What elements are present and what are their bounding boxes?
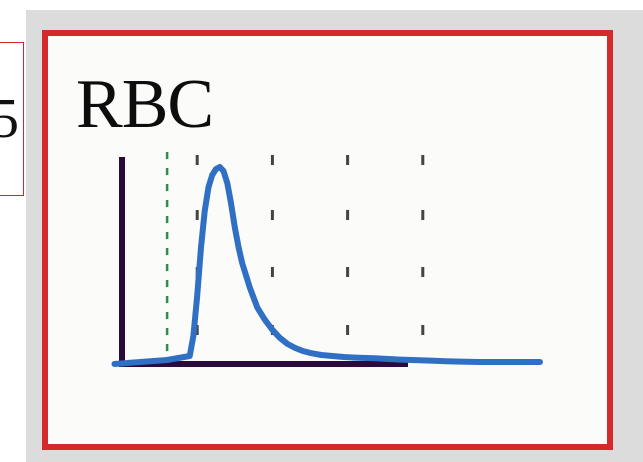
rbc-histogram-card: RBC — [42, 30, 613, 450]
rbc-distribution-curve — [111, 164, 543, 367]
adjacent-panel-label: 5 — [0, 91, 19, 147]
chart-title: RBC — [76, 66, 214, 143]
adjacent-panel: 5 — [0, 42, 24, 196]
